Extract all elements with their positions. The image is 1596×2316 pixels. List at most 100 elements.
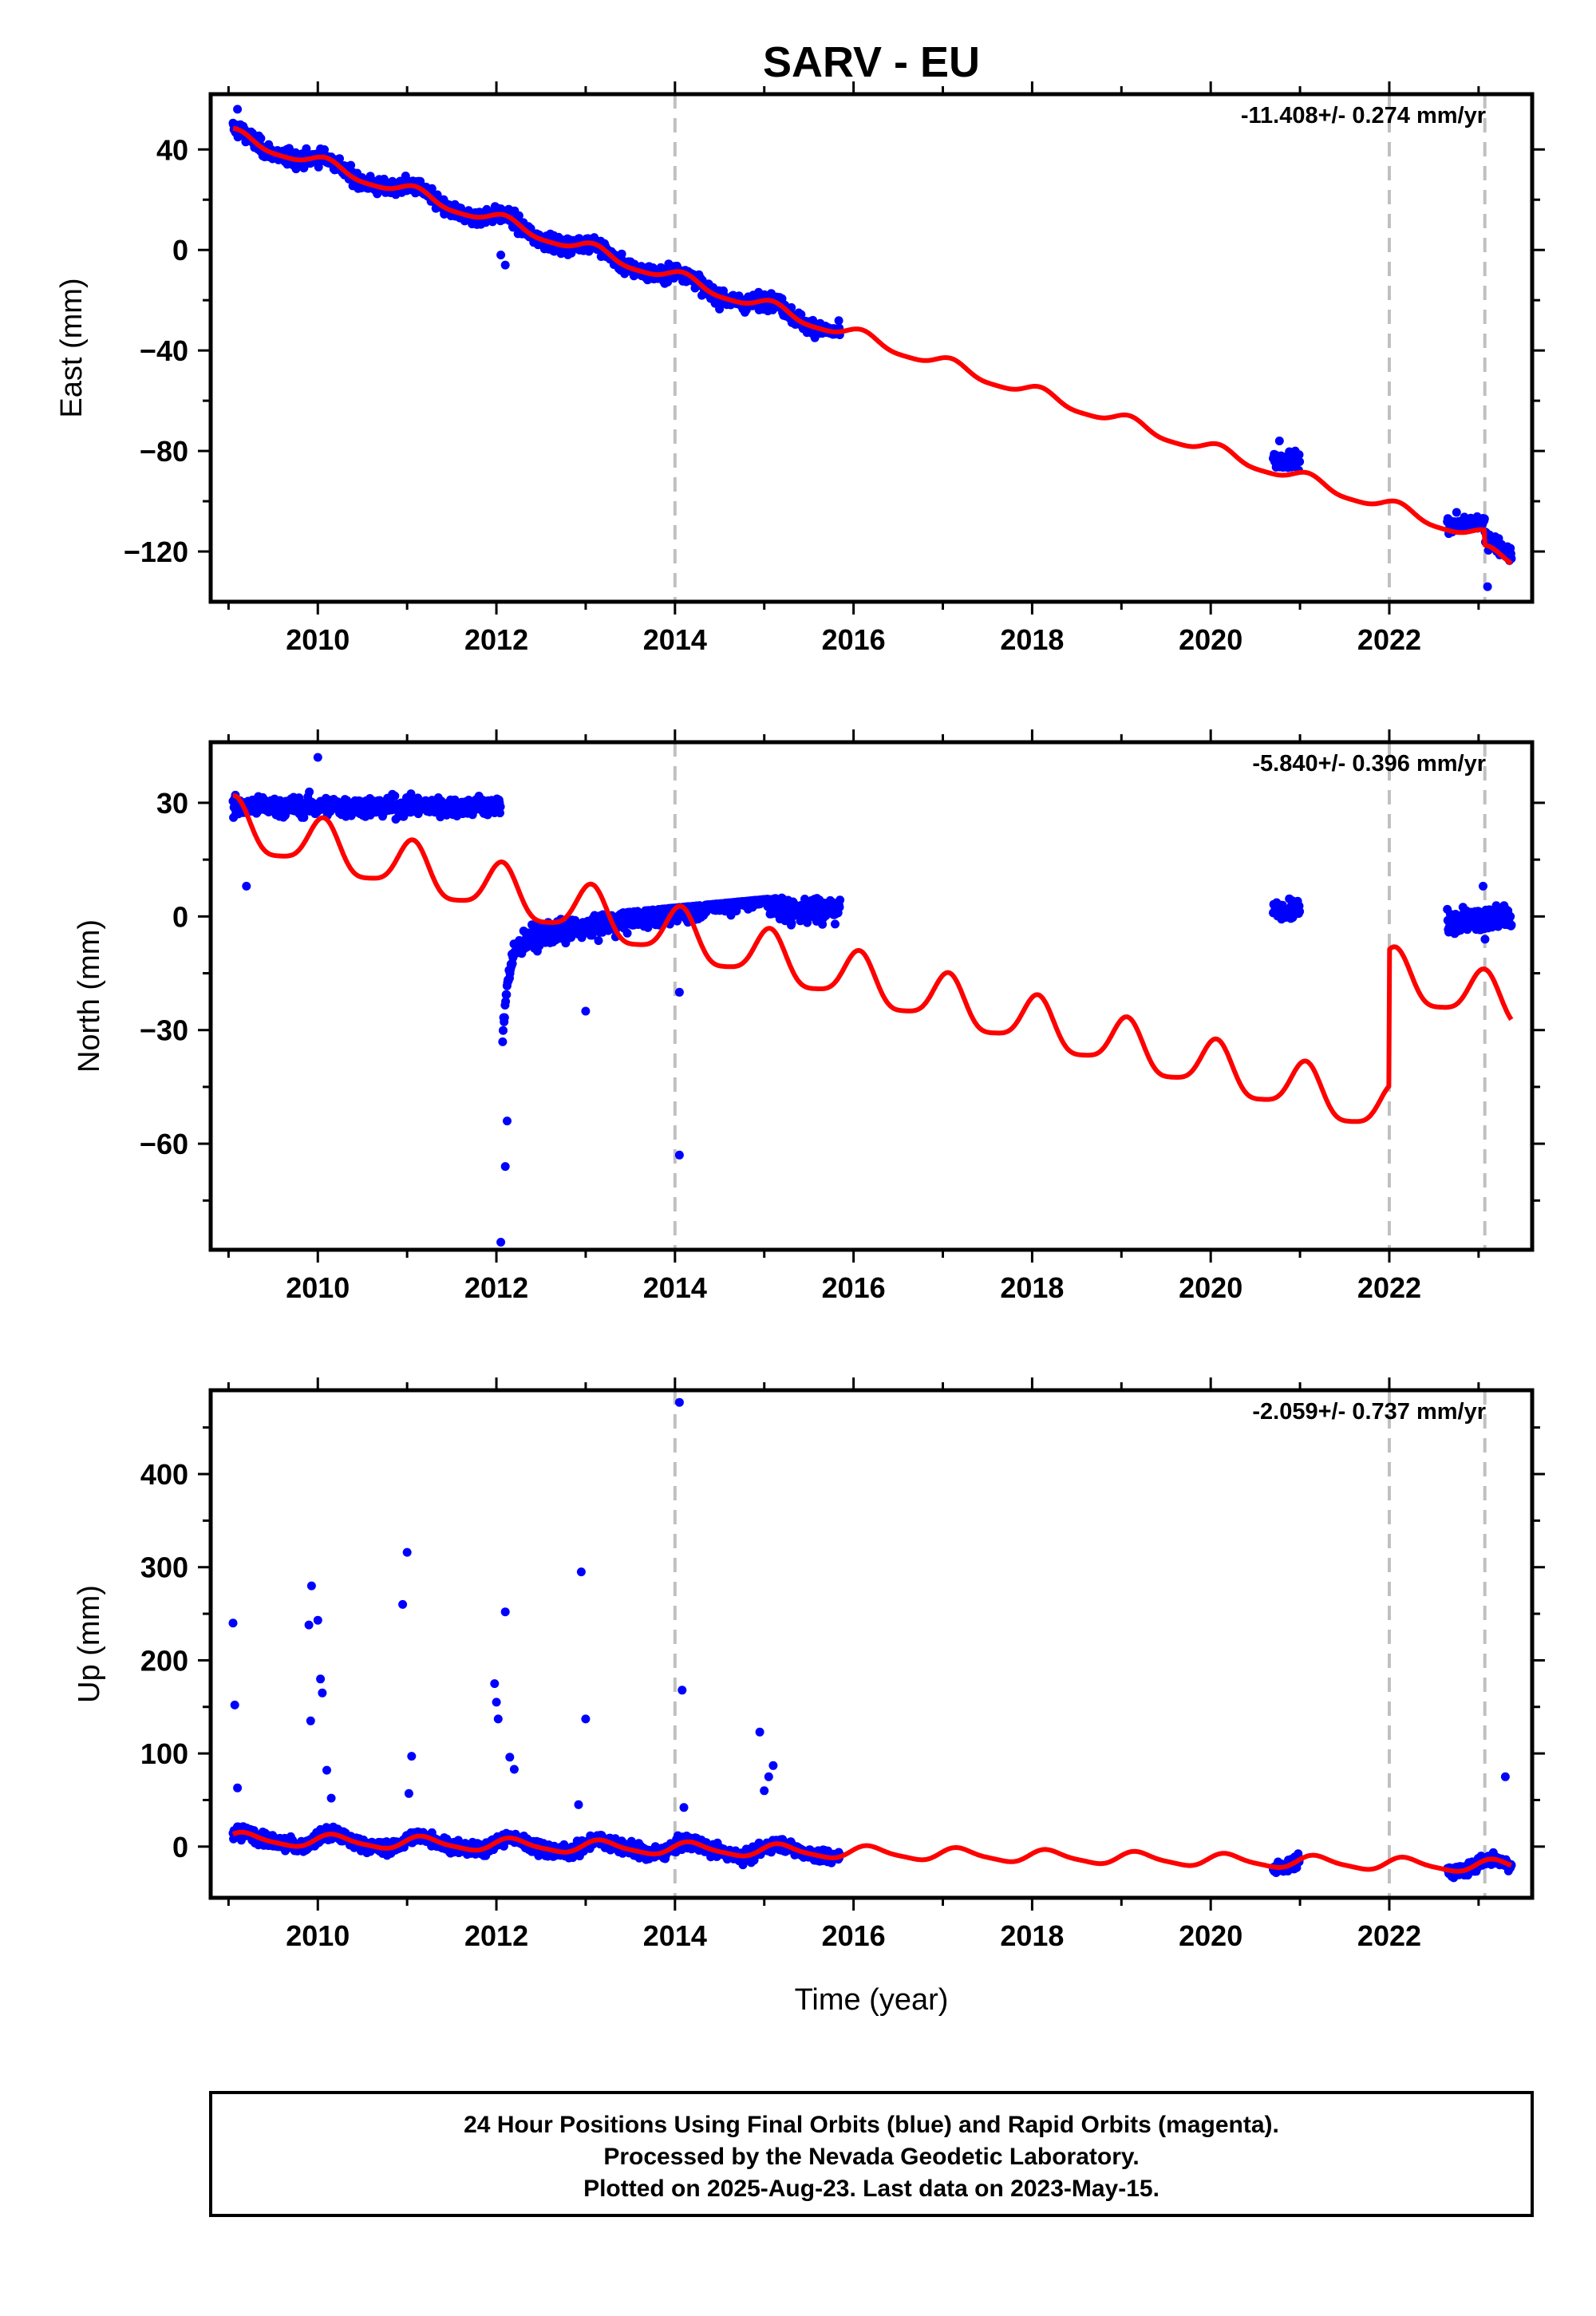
panel-north: 2010 2012 2014 2016 2018 2020 2022 30 0 −30 −60 Nor… xyxy=(73,729,1545,1304)
data-point xyxy=(836,895,845,905)
rate-label-north: -5.840+/- 0.396 mm/yr xyxy=(1252,751,1486,777)
y-tick-label-up: 400 xyxy=(140,1458,188,1491)
y-axis-title-up: Up (mm) xyxy=(73,1585,106,1703)
outlier-point xyxy=(581,1006,591,1016)
x-tick-label-east-2012: 2012 xyxy=(464,623,528,656)
plot-frame-east xyxy=(208,92,1535,604)
data-points-east xyxy=(228,105,1516,591)
plot-frame-north xyxy=(208,740,1535,1252)
x-tick-label-up-2020: 2020 xyxy=(1179,1919,1242,1952)
y-tick-label-up: 0 xyxy=(172,1831,188,1863)
plot-area-up xyxy=(228,1390,1516,1898)
outlier-point xyxy=(1274,437,1284,445)
y-tick-label-east: −120 xyxy=(124,536,188,568)
outlier-point xyxy=(674,1150,684,1160)
outlier-point xyxy=(233,105,243,114)
data-point xyxy=(1479,514,1489,524)
y-tick-label-north: 0 xyxy=(172,900,188,933)
data-point xyxy=(499,1026,508,1035)
outlier-point xyxy=(230,1700,239,1709)
data-point xyxy=(501,997,511,1006)
outlier-point xyxy=(407,1752,417,1761)
outlier-point xyxy=(678,1686,687,1695)
data-point xyxy=(305,787,314,796)
outlier-point xyxy=(764,1772,773,1781)
outlier-point xyxy=(228,1618,238,1628)
data-point xyxy=(1480,935,1490,944)
outlier-point xyxy=(1479,881,1487,891)
x-tick-label-east-2020: 2020 xyxy=(1179,623,1242,656)
model-curve-up xyxy=(231,1829,1513,1874)
model-curve-east xyxy=(231,125,1513,566)
outlier-point xyxy=(496,251,506,259)
x-tick-label-up-2014: 2014 xyxy=(643,1919,707,1952)
x-tick-label-north-2018: 2018 xyxy=(1000,1271,1064,1304)
outlier-point xyxy=(768,1761,778,1770)
outlier-point xyxy=(492,1697,501,1707)
data-point xyxy=(320,145,329,154)
outlier-point xyxy=(404,1788,413,1798)
data-point xyxy=(1452,508,1461,517)
footer-line-1: 24 Hour Positions Using Final Orbits (bl… xyxy=(464,2112,1279,2138)
footer-box: 24 Hour Positions Using Final Orbits (bl… xyxy=(209,2091,1534,2217)
data-point xyxy=(594,936,603,946)
plot-area-north xyxy=(228,742,1516,1250)
outlier-point xyxy=(398,1599,408,1609)
data-point xyxy=(346,160,356,170)
outlier-point xyxy=(322,1765,331,1775)
data-point xyxy=(390,791,400,800)
outlier-point xyxy=(500,1162,510,1172)
data-point xyxy=(834,316,843,326)
outlier-point xyxy=(242,881,251,891)
data-point xyxy=(831,919,839,929)
data-points-up xyxy=(228,1397,1516,1883)
x-tick-label-up-2012: 2012 xyxy=(464,1919,528,1952)
outlier-point xyxy=(755,1727,764,1737)
data-point xyxy=(1507,920,1516,930)
footer-line-2: Processed by the Nevada Geodetic Laborat… xyxy=(603,2144,1139,2170)
outlier-point xyxy=(576,1567,586,1577)
x-tick-label-north-2016: 2016 xyxy=(822,1271,886,1304)
model-curve-north xyxy=(231,792,1514,1124)
outlier-point xyxy=(574,1800,583,1809)
outlier-point xyxy=(760,1786,769,1796)
data-point xyxy=(1295,907,1305,916)
x-tick-label-east-2016: 2016 xyxy=(822,623,886,656)
outlier-point xyxy=(493,1714,503,1724)
panels: 2010 2012 2014 2016 2018 2020 2022400−40−80−12… xyxy=(55,81,1545,1952)
x-tick-label-north-2020: 2020 xyxy=(1179,1271,1242,1304)
plot-frame-up xyxy=(208,1388,1535,1900)
data-point xyxy=(502,990,512,999)
data-point xyxy=(622,928,632,938)
y-tick-label-east: −80 xyxy=(140,435,188,468)
rate-label-east: -11.408+/- 0.274 mm/yr xyxy=(1241,103,1486,128)
data-point xyxy=(617,249,626,259)
rate-label-up: -2.059+/- 0.737 mm/yr xyxy=(1252,1399,1486,1425)
outlier-point xyxy=(1500,1772,1510,1781)
outlier-point xyxy=(306,1716,315,1725)
y-tick-label-up: 100 xyxy=(140,1737,188,1770)
y-tick-label-east: 40 xyxy=(156,133,188,166)
x-tick-label-north-2010: 2010 xyxy=(286,1271,350,1304)
y-tick-label-east: 0 xyxy=(172,234,188,267)
data-point xyxy=(284,144,294,153)
y-tick-label-north: 30 xyxy=(156,787,188,820)
data-point xyxy=(1506,911,1515,921)
outlier-point xyxy=(318,1688,327,1697)
outlier-point xyxy=(674,1397,684,1407)
data-point xyxy=(498,1037,508,1046)
y-tick-label-up: 200 xyxy=(140,1644,188,1677)
x-axis-title: Time (year) xyxy=(795,1983,949,2017)
outlier-point xyxy=(509,1765,519,1774)
data-point xyxy=(1295,457,1305,466)
outlier-point xyxy=(503,1117,512,1126)
x-tick-label-east-2022: 2022 xyxy=(1357,623,1421,656)
x-tick-label-up-2018: 2018 xyxy=(1000,1919,1064,1952)
x-tick-label-up-2016: 2016 xyxy=(822,1919,886,1952)
x-tick-label-up-2022: 2022 xyxy=(1357,1919,1421,1952)
x-tick-label-north-2014: 2014 xyxy=(643,1271,707,1304)
data-point xyxy=(496,802,505,812)
outlier-point xyxy=(500,260,510,270)
y-tick-label-north: −60 xyxy=(140,1128,188,1160)
outlier-point xyxy=(500,1607,510,1617)
